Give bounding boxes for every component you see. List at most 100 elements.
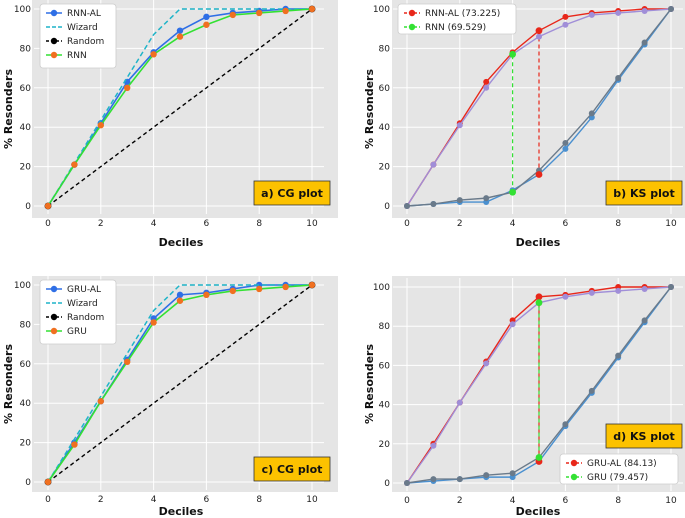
y-tick-label: 80 [379,322,391,332]
series-line-random [47,284,313,483]
panel-label: b) KS plot [613,187,674,200]
data-point-rnn-responders [562,21,569,28]
data-point-rnn-non-responders [483,195,490,202]
data-point-rnn-non-responders [668,6,674,12]
data-point-gru-non-responders [641,317,648,324]
legend-marker-gru [570,473,578,481]
panel-label-box: c) CG plot [253,456,331,482]
data-point-gru-non-responders [483,472,490,479]
series-line-wizard [47,284,312,483]
data-point-rnn-non-responders [456,197,463,204]
y-axis-label: % Resonders [363,344,376,424]
x-tick-label: 4 [510,219,516,229]
data-point-gru-responders [562,293,569,300]
x-tick-label: 8 [256,495,262,505]
x-tick-label: 6 [563,496,569,506]
data-point-gru [308,281,316,289]
legend: GRU-AL (84.13) GRU (79.457) [559,453,679,485]
legend-entry: Wizard [67,23,98,33]
data-point-rnn [124,84,131,92]
data-point-rnn-al [176,27,184,34]
y-tick-label: 20 [379,440,391,450]
data-point-rnn [203,21,210,28]
y-tick-label: 80 [379,44,391,54]
ks-point-rnn-al-73-225 [535,27,543,35]
x-tick-label: 8 [256,219,262,229]
data-point-gru [282,283,289,291]
legend-marker-rnn-al [50,9,58,17]
data-point-rnn [282,7,289,15]
data-point-gru-non-responders [668,284,674,290]
data-point-rnn-al-non-responders [562,145,569,152]
y-tick-label: 80 [20,320,32,330]
data-point-gru [256,285,263,293]
data-point-rnn-responders [615,9,622,16]
y-tick-label: 60 [20,84,32,94]
legend: RNN-AL Wizard Random RNN [39,3,117,69]
data-point-rnn-al [203,13,210,21]
x-tick-label: 2 [457,219,463,229]
data-point-rnn-non-responders [430,201,437,208]
panel-label: d) KS plot [613,430,674,443]
x-tick-label: 0 [45,219,51,229]
data-point-rnn-non-responders [404,203,410,209]
data-point-rnn [97,122,105,129]
series-marks [404,6,674,209]
y-tick-label: 20 [20,163,32,173]
y-axis-label: % Resonders [2,69,15,149]
x-tick-label: 10 [665,219,677,229]
data-point-rnn-non-responders [615,74,622,81]
data-point-rnn-responders [483,84,490,91]
series-line-wizard [47,8,312,207]
data-point-rnn-responders [641,7,648,14]
ks-point-rnn-al-73-225 [535,171,543,178]
x-axis-label: Deciles [516,236,561,249]
data-point-gru-responders [483,360,490,367]
data-point-gru-al [176,291,184,299]
x-tick-label: 6 [204,495,210,505]
data-point-rnn-responders [430,161,437,168]
panel-label: c) CG plot [262,463,323,476]
legend: GRU-AL Wizard Random GRU [39,279,117,345]
legend-entry: GRU-AL (84.13) [587,459,657,469]
series-marks [44,281,316,486]
data-point-gru-responders [509,321,516,328]
legend-marker-rnn [408,23,416,31]
x-tick-label: 4 [151,495,157,505]
y-tick-label: 100 [373,283,390,293]
x-axis-label: Deciles [516,505,561,518]
data-point-gru-responders [641,285,648,292]
data-point-gru [97,398,105,405]
x-tick-label: 10 [306,495,318,505]
x-tick-label: 10 [306,219,318,229]
data-point-gru-non-responders [588,387,595,394]
x-axis-label: Deciles [159,236,204,249]
y-tick-label: 60 [20,360,32,370]
data-point-gru [176,297,184,304]
legend-entry: RNN (69.529) [425,23,486,33]
y-axis-label: % Resonders [2,344,15,424]
ks-point-rnn-69-529 [509,188,516,196]
y-tick-label: 0 [25,202,31,212]
data-point-gru-non-responders [404,480,410,486]
legend-entry: Random [67,313,104,323]
y-tick-label: 40 [20,399,32,409]
data-point-gru-non-responders [430,476,437,483]
panel-label: a) CG plot [261,187,323,200]
y-tick-label: 100 [14,281,31,291]
y-tick-label: 60 [379,361,391,371]
ks-point-rnn-69-529 [509,50,516,58]
x-tick-label: 0 [404,496,410,506]
y-tick-label: 40 [379,401,391,411]
data-point-gru-non-responders [615,352,622,359]
data-point-gru-responders [430,442,437,449]
panel-label-box: a) CG plot [253,180,331,206]
x-tick-label: 0 [404,219,410,229]
legend: RNN-AL (73.225) RNN (69.529) [397,3,517,35]
x-tick-label: 2 [98,219,104,229]
